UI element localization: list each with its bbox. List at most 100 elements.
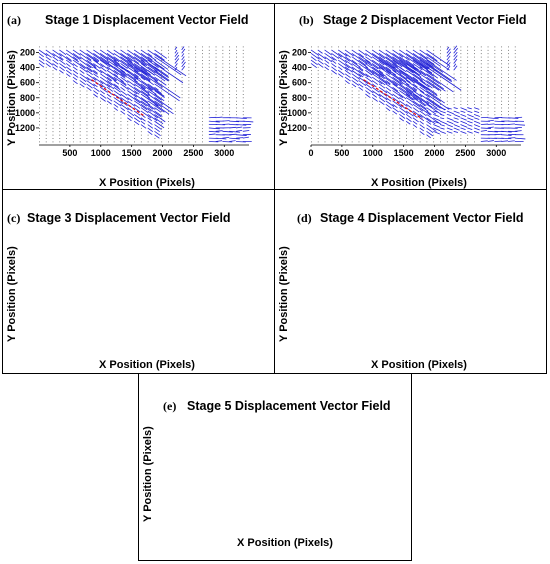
vector-dot xyxy=(188,60,190,61)
vector-arrow xyxy=(385,73,402,85)
vector-dot xyxy=(351,124,353,126)
vector-dot xyxy=(501,70,503,72)
vector-dot xyxy=(338,107,339,109)
vector-arrow xyxy=(405,76,415,84)
vector-dot xyxy=(222,94,224,95)
vector-dot xyxy=(52,87,54,89)
vector-dot xyxy=(113,138,115,139)
vector-dot xyxy=(188,121,190,122)
vector-arrow xyxy=(392,100,403,108)
vector-dot xyxy=(311,100,312,102)
vector-arrow xyxy=(392,66,414,82)
vector-arrow xyxy=(154,86,159,91)
vector-arrow xyxy=(392,49,404,58)
vector-arrow xyxy=(446,51,452,57)
vector-arrow xyxy=(508,117,519,119)
vector-arrow xyxy=(467,120,473,124)
vector-dot xyxy=(392,127,394,129)
vector-dot xyxy=(242,73,244,75)
vector-dot xyxy=(372,127,373,129)
vector-dot xyxy=(113,134,115,136)
vector-dot xyxy=(79,94,81,95)
vector-arrow xyxy=(140,66,148,72)
vector-dot xyxy=(39,94,40,95)
vector-dot xyxy=(52,97,54,99)
vector-dot xyxy=(433,77,435,78)
vector-arrow xyxy=(99,90,105,95)
vector-dot xyxy=(453,141,455,143)
vector-dot xyxy=(100,107,101,109)
vector-arrow xyxy=(79,56,97,69)
vector-dot xyxy=(344,100,346,102)
vector-arrow xyxy=(460,127,466,131)
vector-dot xyxy=(358,117,360,119)
vector-arrow xyxy=(38,63,45,68)
x-axis-label: X Position (Pixels) xyxy=(371,359,467,371)
vector-dot xyxy=(86,110,88,112)
vector-arrow xyxy=(154,49,168,59)
vector-arrow xyxy=(133,56,148,66)
vector-arrow xyxy=(344,52,351,58)
vector-dot xyxy=(446,104,448,105)
vector-dot xyxy=(72,90,74,92)
vector-arrow xyxy=(147,90,162,101)
vector-dot xyxy=(324,80,326,82)
vector-arrow xyxy=(419,52,428,60)
vector-arrow xyxy=(446,55,451,61)
vector-arrow xyxy=(154,66,169,77)
vector-dot xyxy=(215,46,217,48)
vector-dot xyxy=(460,90,462,92)
y-tick-label: 400 xyxy=(292,63,307,73)
vector-dot xyxy=(59,110,61,112)
vector-arrow xyxy=(133,107,141,113)
vector-dot xyxy=(215,60,217,61)
vector-dot xyxy=(174,46,176,48)
vector-dot xyxy=(419,141,421,143)
vector-dot xyxy=(372,117,373,119)
vector-arrow xyxy=(99,97,106,102)
vector-arrow xyxy=(358,86,364,91)
vector-arrow xyxy=(419,86,441,102)
vector-dot xyxy=(311,110,312,112)
vector-dot xyxy=(494,83,496,85)
vector-dot xyxy=(86,141,88,143)
vector-dot xyxy=(236,83,237,85)
vector-arrow xyxy=(181,48,186,54)
vector-arrow xyxy=(487,130,498,133)
vector-dot xyxy=(365,127,367,129)
vector-dot xyxy=(514,100,516,102)
vector-dot xyxy=(311,70,312,72)
vector-dot xyxy=(106,141,108,143)
vector-arrow xyxy=(405,63,422,75)
vector-arrow xyxy=(399,93,407,100)
vector-dot xyxy=(480,46,482,48)
vector-arrow xyxy=(79,52,92,62)
vector-dot xyxy=(440,73,441,75)
vector-arrow xyxy=(426,107,437,115)
vector-dot xyxy=(311,83,312,85)
vector-dot xyxy=(161,77,163,78)
vector-dot xyxy=(236,94,237,95)
vector-dot xyxy=(106,46,108,48)
vector-dot xyxy=(338,138,339,139)
vector-dot xyxy=(208,97,210,99)
vector-dot xyxy=(181,138,183,139)
vector-arrow xyxy=(113,86,121,93)
vector-dot xyxy=(66,117,67,119)
panel-c: (c) Stage 3 Displacement Vector Field 50… xyxy=(2,189,275,374)
vector-dot xyxy=(39,114,40,116)
vector-arrow xyxy=(154,69,170,81)
vector-dot xyxy=(202,66,203,68)
vector-dot xyxy=(378,107,380,109)
vector-arrow xyxy=(419,100,427,106)
vector-arrow xyxy=(473,107,480,110)
vector-dot xyxy=(66,134,67,136)
vector-dot xyxy=(174,114,176,116)
vector-arrow xyxy=(106,59,126,73)
vector-dot xyxy=(161,110,163,112)
vector-dot xyxy=(453,104,455,105)
vector-arrow xyxy=(106,83,115,90)
vector-dot xyxy=(202,83,203,85)
vector-arrow xyxy=(65,63,71,68)
vector-dot xyxy=(66,107,67,109)
